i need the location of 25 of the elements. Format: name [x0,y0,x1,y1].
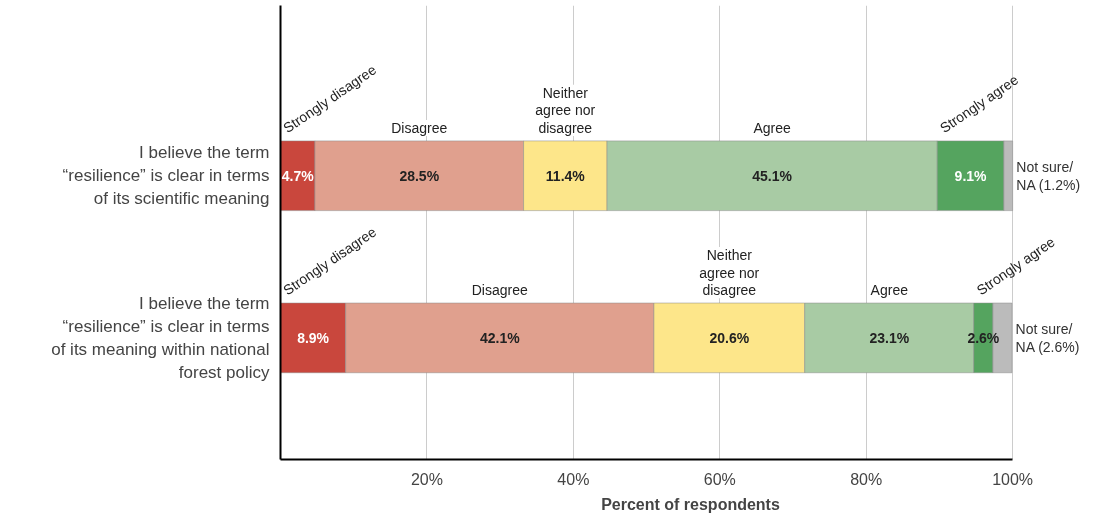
x-tick-label: 20% [410,470,443,488]
x-axis-title: Percent of respondents [601,495,780,513]
x-tick-label: 60% [703,470,736,488]
y-tick-label: I believe the term “resilience” is clear in terms of its meaning within national forest policy [51,294,270,382]
data-label: 45.1% [752,167,793,184]
data-label: 20.6% [709,329,750,346]
data-label: 4.7% [281,167,315,184]
x-tick-label: 80% [850,470,883,488]
text: Agree [753,120,791,137]
text: Neither agree nor disagree [535,84,596,137]
x-tick-label: 40% [557,470,590,488]
series-label: Disagree [471,282,528,299]
data-label: 23.1% [869,329,910,346]
data-label: 11.4% [545,167,586,184]
data-label: 8.9% [297,329,330,346]
data-label: 9.1% [954,167,988,184]
x-tick-label: 100% [992,470,1034,488]
data-label: 28.5% [399,167,440,184]
data-label: 42.1% [479,329,521,346]
data-label: Not sure/ NA (2.6%) [1015,321,1080,355]
y-tick-label: I believe the term “resilience” is clear in terms of its scientific meaning [62,143,270,209]
text: Disagree [391,120,448,137]
series-label: Agree [870,282,909,299]
series-label: Neither agree nor disagree [699,246,760,299]
data-label: Not sure/ NA (1.2%) [1016,158,1081,193]
